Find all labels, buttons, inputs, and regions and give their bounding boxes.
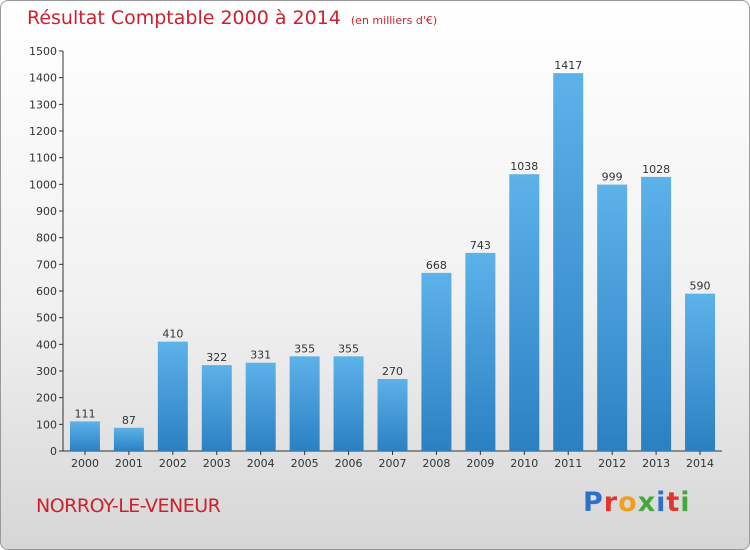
y-tick-label: 600	[36, 285, 57, 298]
x-tick-label: 2007	[379, 457, 407, 470]
bar-value-label: 87	[122, 414, 136, 427]
logo-letter: i	[656, 487, 667, 518]
y-tick-label: 300	[36, 365, 57, 378]
bar-value-label: 743	[470, 239, 491, 252]
bar-value-label: 331	[250, 349, 271, 362]
bar-2003[interactable]	[201, 365, 232, 451]
x-tick-label: 2005	[291, 457, 319, 470]
bar-2009[interactable]	[465, 252, 496, 451]
bar-value-label: 270	[382, 365, 403, 378]
y-tick-label: 200	[36, 392, 57, 405]
bar-value-label: 322	[206, 351, 227, 364]
x-tick-label: 2009	[466, 457, 494, 470]
x-axis: 2000 2001 2002 2003 2004 2005 2006 2007 2008 2009…	[63, 450, 722, 470]
y-tick-label: 1300	[29, 98, 57, 111]
bar-2011[interactable]	[553, 73, 584, 451]
y-tick-label: 900	[36, 205, 57, 218]
y-tick-label: 1000	[29, 178, 57, 191]
bar-value-label: 355	[338, 342, 359, 355]
logo-letter: r	[603, 487, 619, 518]
y-tick-label: 1100	[29, 152, 57, 165]
y-tick-label: 1200	[29, 125, 57, 138]
x-tick-label: 2013	[642, 457, 670, 470]
logo-letter: P	[583, 487, 604, 518]
proxiti-logo[interactable]: Proxiti	[583, 487, 691, 518]
bars: 111 87 410 322 331 355 355 270 668 743 1038 1417 999…	[69, 59, 716, 451]
y-tick-label: 1500	[29, 45, 57, 58]
bar-value-label: 355	[294, 342, 315, 355]
y-tick-label: 500	[36, 312, 57, 325]
bar-value-label: 999	[602, 171, 623, 184]
x-tick-label: 2001	[115, 457, 143, 470]
bar-2002[interactable]	[157, 341, 188, 451]
bar-value-label: 668	[426, 259, 447, 272]
bar-2005[interactable]	[289, 356, 320, 451]
y-tick-label: 400	[36, 338, 57, 351]
y-tick-label: 800	[36, 232, 57, 245]
bar-value-label: 1417	[554, 59, 582, 72]
x-tick-label: 2014	[686, 457, 714, 470]
bar-2010[interactable]	[509, 174, 540, 451]
y-tick-label: 100	[36, 418, 57, 431]
bar-2006[interactable]	[333, 356, 364, 451]
bar-2004[interactable]	[245, 362, 276, 451]
bar-2014[interactable]	[685, 293, 716, 451]
x-tick-label: 2003	[203, 457, 231, 470]
bar-value-label: 111	[74, 407, 95, 420]
logo-letter: o	[618, 487, 638, 518]
x-tick-label: 2000	[71, 457, 99, 470]
x-tick-label: 2011	[554, 457, 582, 470]
x-tick-label: 2002	[159, 457, 187, 470]
y-axis: 0 100 200 300 400 500 600 700 800 900 1000 1100 1200…	[29, 45, 64, 458]
bar-2000[interactable]	[69, 421, 100, 451]
bar-2007[interactable]	[377, 379, 408, 451]
bar-value-label: 410	[162, 328, 183, 341]
logo-letter: i	[680, 487, 691, 518]
chart-title: Résultat Comptable 2000 à 2014 (en millie…	[27, 7, 437, 29]
bar-2001[interactable]	[113, 427, 144, 451]
x-tick-label: 2008	[422, 457, 450, 470]
x-tick-label: 2012	[598, 457, 626, 470]
bar-2008[interactable]	[421, 272, 452, 451]
y-tick-label: 700	[36, 258, 57, 271]
logo-letter: t	[666, 487, 681, 518]
y-tick-label: 1400	[29, 72, 57, 85]
x-tick-label: 2006	[335, 457, 363, 470]
bar-value-label: 1028	[642, 163, 670, 176]
x-tick-label: 2010	[510, 457, 538, 470]
bar-value-label: 1038	[510, 160, 538, 173]
unit-label: (en milliers d'€)	[350, 14, 438, 27]
bar-value-label: 590	[690, 280, 711, 293]
x-tick-label: 2004	[247, 457, 275, 470]
logo-letter: x	[637, 487, 657, 518]
y-tick-label: 0	[50, 445, 57, 458]
title-text: Résultat Comptable 2000 à 2014	[27, 7, 341, 29]
city-name: NORROY-LE-VENEUR	[36, 495, 221, 517]
bar-2013[interactable]	[641, 176, 672, 451]
bar-2012[interactable]	[597, 184, 628, 451]
